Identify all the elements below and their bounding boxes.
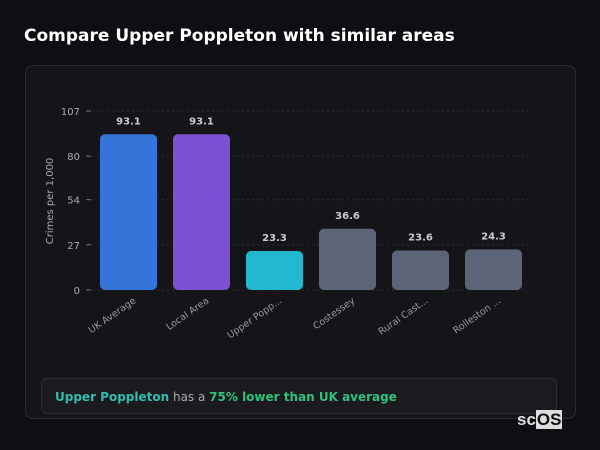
logo: scOS [517,410,563,429]
x-tick-label: Costessey [311,295,357,332]
bar-value-label: 93.1 [189,116,214,127]
x-tick-label: UK Average [87,295,139,336]
comparison-note: Upper Poppleton has a 75% lower than UK … [41,378,557,414]
x-tick-label: Local Area [164,295,211,332]
area-name: Upper Poppleton [55,390,170,404]
y-axis-label: Crimes per 1,000 [45,158,56,245]
bar-value-label: 93.1 [116,116,141,127]
y-tick-label: 0 [74,286,80,297]
bar[interactable] [100,134,157,290]
bar[interactable] [246,251,303,290]
bar[interactable] [173,134,230,290]
bar-value-label: 24.3 [481,231,506,242]
bar[interactable] [465,249,522,290]
bar[interactable] [319,228,376,290]
y-tick-label: 54 [67,196,80,207]
note-text: has a [169,390,210,404]
bar-value-label: 23.3 [262,233,287,244]
y-tick-label: 107 [61,107,80,118]
bar-value-label: 36.6 [335,211,360,222]
page-title: Compare Upper Poppleton with similar are… [24,26,455,46]
x-tick-label: Rolleston ... [451,295,503,336]
y-tick-label: 80 [67,152,80,163]
comparison-highlight: 75% lower than UK average [209,390,397,404]
x-tick-label: Upper Popp... [225,295,284,341]
bar[interactable] [392,250,449,290]
bar-value-label: 23.6 [408,233,433,244]
y-tick-label: 27 [67,241,80,252]
x-tick-label: Rural Cast... [377,295,431,337]
